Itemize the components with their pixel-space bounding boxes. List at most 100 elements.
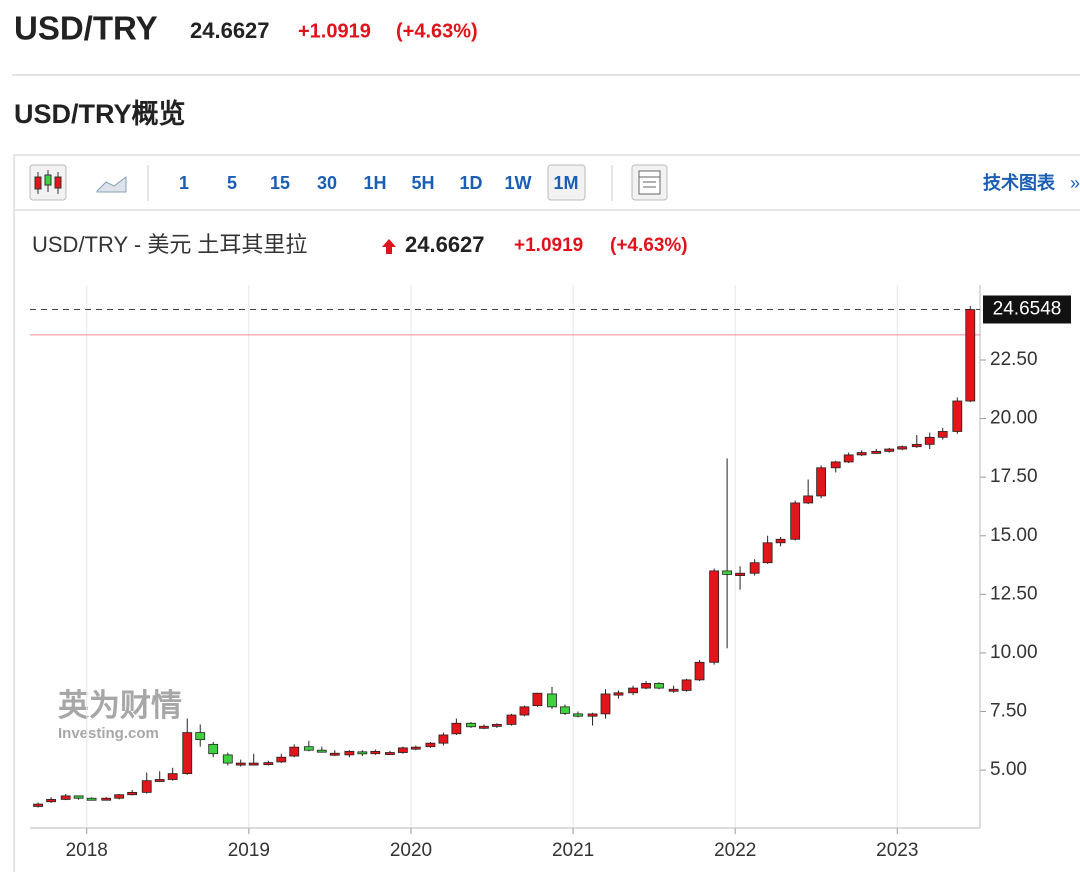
candle-body [60,795,71,800]
candle-body [316,749,327,753]
candle-body [547,693,557,708]
candle-body [628,687,638,694]
candle-body [329,752,340,756]
candle-body [587,713,598,717]
candle-body [303,746,314,751]
chart-link[interactable]: 技术图表 [983,172,1056,193]
candle-body [127,791,138,796]
candle-body [871,450,882,454]
y-tick-label: 10.00 [990,642,1038,663]
candle-body [735,572,745,576]
candle-body [73,795,84,799]
chart-link-arrow[interactable]: » [1070,173,1080,193]
candle-body [830,461,841,469]
candle-body [749,562,760,574]
chart-price: 24.6627 [405,232,485,257]
interval-button[interactable]: 1D [459,173,482,193]
interval-button[interactable]: 15 [270,173,290,193]
active-interval-box [547,164,586,201]
candle-body [790,502,801,540]
candle-body [681,679,692,691]
candle-body [195,732,206,741]
candle-body [965,309,976,402]
interval-button[interactable]: 1M [553,173,578,193]
x-tick-label: 2022 [714,840,756,861]
y-tick-label: 12.50 [990,583,1038,604]
candle-body [816,467,827,497]
price: 24.6627 [190,18,270,43]
candle-body [182,732,193,775]
chart-frame [13,154,1080,872]
candle-body [491,724,502,727]
candle-body [613,692,624,696]
candle-body [235,762,246,766]
candle-body [141,780,152,793]
candle-body [709,570,720,663]
area-icon-button[interactable] [96,176,127,193]
x-tick-label: 2018 [66,840,108,861]
candle-body [722,570,732,575]
interval-button[interactable]: 5H [411,173,434,193]
candle-body [641,683,651,689]
x-tick-label: 2023 [876,840,918,861]
candle-body [803,495,814,504]
y-tick-label: 5.00 [990,759,1027,780]
candle-body [114,794,125,799]
change: +1.0919 [298,20,371,42]
candle-body [654,683,664,689]
price-tag-label: 24.6548 [993,299,1062,320]
candle-body [263,762,274,766]
candle-body [775,538,786,544]
candle-body [952,400,963,432]
candle-body [438,734,449,744]
interval-button[interactable]: 5 [227,173,237,193]
candle-body [208,743,219,755]
candle-body [248,762,259,766]
candle-body [101,797,112,801]
x-tick-label: 2020 [390,840,432,861]
candle-body [86,797,97,801]
candle-body [289,746,300,757]
candle-body [924,436,935,445]
candle-body [410,746,421,750]
interval-button[interactable]: 30 [317,173,337,193]
candle-body [532,692,543,707]
candle-body [357,751,368,755]
x-tick-label: 2021 [552,840,594,861]
candle-body [276,756,287,763]
interval-button[interactable]: 1H [363,173,386,193]
candle-body [425,742,436,748]
interval-button[interactable]: 1 [179,173,189,193]
candle-body [154,779,165,782]
candle-body [451,722,462,735]
chart-change-pct: (+4.63%) [610,235,688,256]
table-icon-button[interactable] [631,164,668,201]
candle-body [344,750,355,756]
candle-body [843,454,854,463]
candle-body [370,750,381,755]
candle-body [506,714,517,725]
candle-body [560,706,570,714]
candle-body [937,431,948,438]
candle-body [167,773,178,780]
y-tick-label: 20.00 [990,408,1038,429]
candle-body [466,722,476,728]
candle-icon-button[interactable] [29,164,67,201]
symbol: USD/TRY [14,10,158,47]
candle-body [694,661,705,681]
candle-body [397,747,408,753]
y-tick-label: 7.50 [990,701,1027,722]
candle-body [668,688,679,692]
candle-body [600,693,611,715]
candle-body [573,713,583,717]
candle-body [884,448,895,452]
candle-body [222,754,233,764]
interval-button[interactable]: 1W [505,173,532,193]
candle-body [762,542,773,564]
watermark: Investing.com [58,725,159,742]
candle-body [384,752,395,755]
candle-body [856,452,867,456]
candle-body [911,443,922,448]
